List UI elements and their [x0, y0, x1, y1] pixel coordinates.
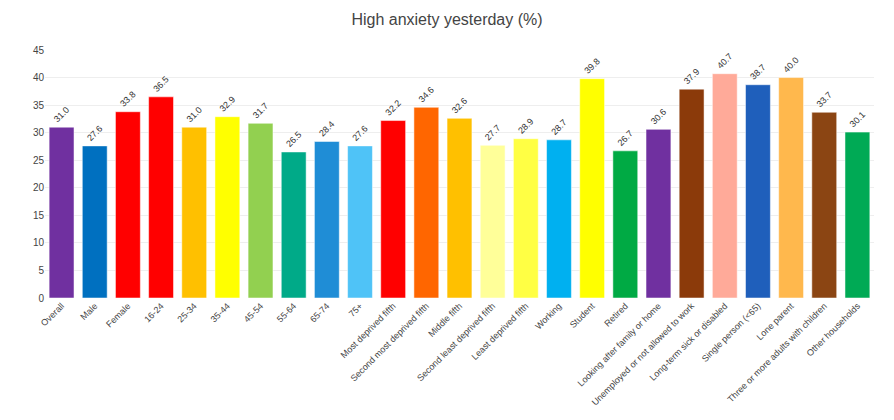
- svg-text:45-54: 45-54: [242, 301, 265, 324]
- svg-text:Long-term sick or disabled: Long-term sick or disabled: [648, 301, 730, 383]
- svg-text:40.0: 40.0: [781, 55, 800, 74]
- svg-text:30.1: 30.1: [848, 110, 867, 129]
- svg-text:32.9: 32.9: [218, 94, 237, 113]
- svg-text:Three or more adults with chil: Three or more adults with children: [726, 301, 829, 404]
- svg-text:32.6: 32.6: [450, 96, 469, 115]
- svg-text:65-74: 65-74: [308, 301, 331, 324]
- svg-text:Unemployed or not allowed to w: Unemployed or not allowed to work: [590, 301, 697, 408]
- svg-text:Working: Working: [533, 301, 563, 331]
- svg-text:37.9: 37.9: [682, 67, 701, 86]
- svg-text:36.5: 36.5: [151, 74, 170, 93]
- svg-text:40.7: 40.7: [715, 51, 734, 70]
- svg-text:0: 0: [38, 293, 44, 304]
- svg-text:Overall: Overall: [39, 301, 66, 328]
- svg-text:High anxiety yesterday (%): High anxiety yesterday (%): [351, 11, 542, 28]
- svg-text:31.0: 31.0: [184, 105, 203, 124]
- svg-text:30.6: 30.6: [649, 107, 668, 126]
- svg-text:Looking after family or home: Looking after family or home: [576, 301, 663, 388]
- svg-text:55-64: 55-64: [275, 301, 298, 324]
- svg-text:75+: 75+: [347, 301, 365, 319]
- svg-text:40: 40: [33, 72, 45, 83]
- svg-text:27.7: 27.7: [483, 123, 502, 142]
- svg-text:33.7: 33.7: [815, 90, 834, 109]
- svg-text:28.9: 28.9: [516, 116, 535, 135]
- svg-text:35: 35: [33, 100, 45, 111]
- svg-text:38.7: 38.7: [748, 62, 767, 81]
- svg-text:27.6: 27.6: [85, 123, 104, 142]
- svg-text:5: 5: [38, 265, 44, 276]
- svg-text:10: 10: [33, 237, 45, 248]
- svg-text:25: 25: [33, 155, 45, 166]
- svg-text:33.8: 33.8: [118, 89, 137, 108]
- svg-text:Middle fifth: Middle fifth: [426, 301, 464, 339]
- svg-text:28.4: 28.4: [317, 119, 336, 138]
- svg-text:Least deprived fifth: Least deprived fifth: [470, 301, 531, 362]
- svg-text:Male: Male: [78, 301, 99, 322]
- svg-text:Single person (<65): Single person (<65): [700, 301, 763, 364]
- svg-text:20: 20: [33, 182, 45, 193]
- svg-text:Student: Student: [568, 301, 597, 330]
- svg-text:27.6: 27.6: [350, 123, 369, 142]
- svg-text:35-44: 35-44: [209, 301, 232, 324]
- svg-text:Second least deprived fifth: Second least deprived fifth: [415, 301, 497, 383]
- svg-text:Female: Female: [104, 301, 132, 329]
- svg-text:30: 30: [33, 127, 45, 138]
- svg-text:26.5: 26.5: [284, 129, 303, 148]
- svg-text:Second most deprived fifth: Second most deprived fifth: [349, 301, 431, 383]
- svg-text:31.7: 31.7: [251, 101, 270, 120]
- svg-text:Most deprived fifth: Most deprived fifth: [339, 301, 398, 360]
- svg-text:Other households: Other households: [805, 301, 863, 359]
- svg-text:15: 15: [33, 210, 45, 221]
- svg-text:Lone parent: Lone parent: [755, 301, 796, 342]
- svg-text:31.0: 31.0: [52, 105, 71, 124]
- svg-text:32.2: 32.2: [383, 98, 402, 117]
- svg-text:39.8: 39.8: [582, 56, 601, 75]
- svg-text:45: 45: [33, 45, 45, 56]
- svg-text:16-24: 16-24: [142, 301, 165, 324]
- svg-text:28.7: 28.7: [549, 117, 568, 136]
- svg-text:Retired: Retired: [602, 301, 630, 329]
- svg-text:34.6: 34.6: [417, 85, 436, 104]
- svg-text:25-34: 25-34: [175, 301, 198, 324]
- svg-text:26.7: 26.7: [616, 128, 635, 147]
